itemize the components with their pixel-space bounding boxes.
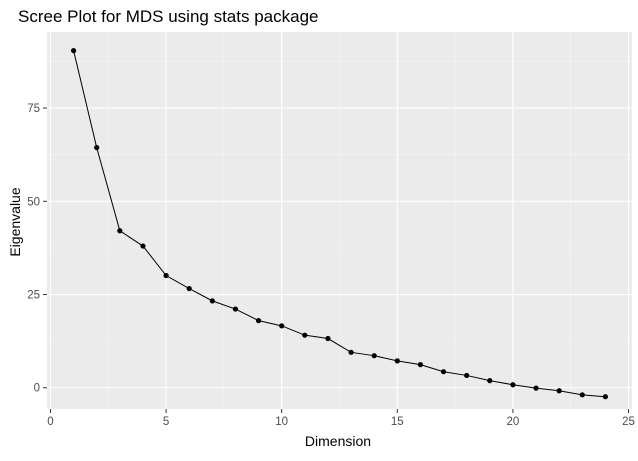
data-point — [255, 318, 262, 324]
data-point — [556, 388, 562, 394]
data-point — [232, 306, 239, 312]
data-point — [579, 392, 585, 398]
x-axis-ticks: 0 5 10 15 20 25 — [47, 409, 635, 428]
y-tick-label: 25 — [27, 290, 40, 302]
data-point — [464, 372, 470, 379]
x-tick-label: 20 — [507, 416, 520, 428]
series-points-group — [70, 48, 609, 400]
data-point — [302, 332, 308, 338]
x-tick-label: 25 — [622, 416, 635, 428]
data-point — [70, 48, 77, 54]
chart-title: Scree Plot for MDS using stats package — [18, 7, 318, 26]
data-point — [209, 298, 215, 304]
data-point — [487, 378, 493, 384]
x-tick-label: 10 — [275, 416, 288, 428]
data-point — [417, 362, 424, 368]
data-point — [117, 228, 123, 234]
data-point — [140, 243, 146, 249]
data-point — [533, 385, 539, 391]
y-tick-label: 75 — [27, 103, 40, 115]
series-line — [73, 50, 606, 398]
x-tick-label: 0 — [47, 416, 53, 428]
series-line-group — [73, 50, 606, 398]
data-point — [371, 353, 377, 359]
y-tick-label: 50 — [27, 196, 40, 208]
data-point — [348, 349, 354, 355]
data-point — [602, 394, 609, 400]
minor-gridlines — [47, 32, 632, 409]
data-point — [186, 285, 192, 292]
data-point — [394, 358, 400, 364]
x-tick-label: 15 — [391, 416, 404, 428]
x-axis-title: Dimension — [305, 433, 371, 449]
data-point — [325, 335, 331, 342]
data-point — [279, 323, 285, 329]
x-tick-label: 5 — [163, 416, 169, 428]
major-gridlines — [47, 32, 632, 409]
data-point — [94, 144, 100, 151]
data-point — [440, 369, 447, 375]
data-point — [163, 272, 169, 279]
y-tick-label: 0 — [34, 383, 40, 395]
y-axis-title: Eigenvalue — [7, 187, 23, 256]
data-point — [510, 382, 516, 388]
y-axis-ticks: 0 25 50 75 — [27, 103, 47, 395]
